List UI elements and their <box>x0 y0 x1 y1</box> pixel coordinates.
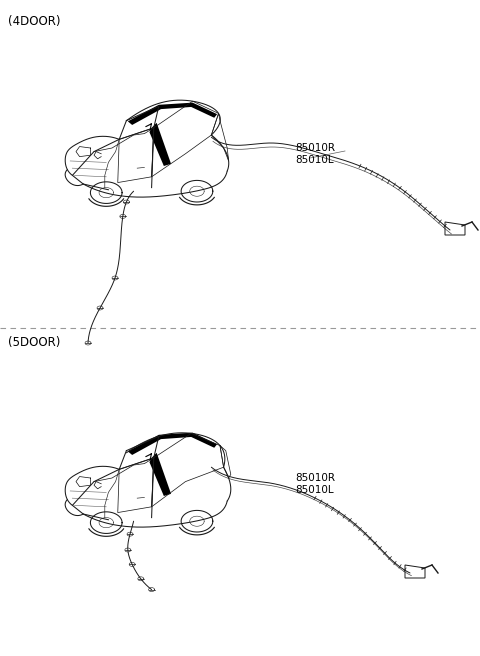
Polygon shape <box>149 453 171 496</box>
Text: (5DOOR): (5DOOR) <box>8 336 60 349</box>
Text: (4DOOR): (4DOOR) <box>8 15 60 28</box>
Polygon shape <box>149 123 171 166</box>
Polygon shape <box>128 433 217 455</box>
Polygon shape <box>128 102 217 125</box>
Text: 85010L: 85010L <box>295 485 334 495</box>
Text: 85010R: 85010R <box>295 143 335 153</box>
Text: 85010L: 85010L <box>295 155 334 165</box>
Text: 85010R: 85010R <box>295 473 335 483</box>
